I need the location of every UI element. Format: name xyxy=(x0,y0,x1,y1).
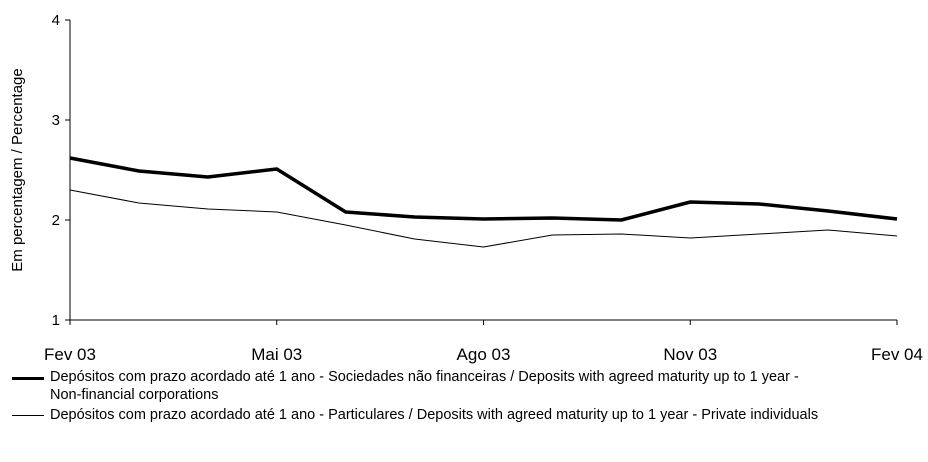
y-tick-label: 4 xyxy=(52,12,60,29)
y-axis-label: Em percentagem / Percentage xyxy=(9,68,26,271)
chart: Em percentagem / Percentage 1 2 3 4 Fev 03 Ma… xyxy=(9,12,923,364)
x-tick-label: Fev 03 xyxy=(44,345,96,364)
legend-label: Depósitos com prazo acordado até 1 ano -… xyxy=(50,369,799,403)
legend-swatch xyxy=(12,377,44,380)
x-tick-label: Nov 03 xyxy=(663,345,717,364)
x-tick-label: Mai 03 xyxy=(251,345,302,364)
x-tick-label: Fev 04 xyxy=(871,345,923,364)
legend-item: Depósitos com prazo acordado até 1 ano -… xyxy=(12,406,832,424)
x-tick-label: Ago 03 xyxy=(457,345,511,364)
legend-swatch xyxy=(12,415,44,416)
y-tick-label: 2 xyxy=(52,212,60,229)
legend-item: Depósitos com prazo acordado até 1 ano -… xyxy=(12,368,832,404)
y-tick-label: 1 xyxy=(52,312,60,329)
y-tick-label: 3 xyxy=(52,112,60,129)
legend-label: Depósitos com prazo acordado até 1 ano -… xyxy=(50,407,819,423)
series-line xyxy=(69,156,898,222)
series-line xyxy=(69,189,898,248)
legend: Depósitos com prazo acordado até 1 ano -… xyxy=(12,368,832,426)
